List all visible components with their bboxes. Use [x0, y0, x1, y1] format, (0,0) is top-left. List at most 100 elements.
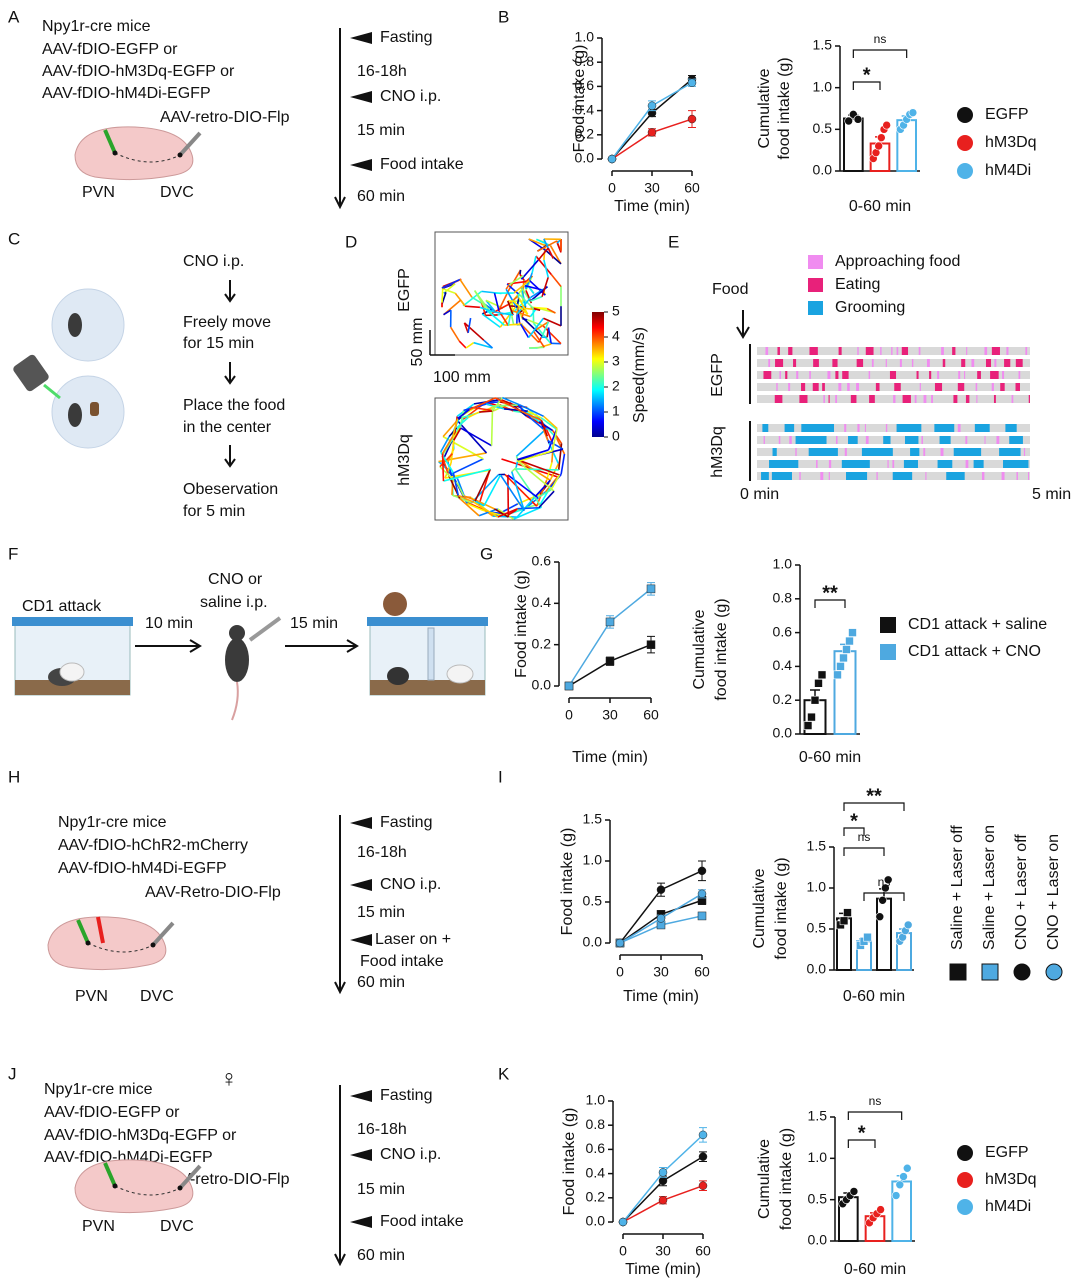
trajectory — [541, 321, 550, 337]
legend-marker — [957, 135, 973, 151]
trajectory — [458, 340, 467, 349]
ethogram-event — [768, 359, 771, 367]
trajectory — [551, 428, 558, 452]
y-tick-label: 1.0 — [583, 852, 603, 868]
significance-label: ns — [878, 875, 891, 889]
ethogram-event — [801, 383, 806, 391]
trajectory — [550, 474, 561, 491]
ethogram-event — [896, 347, 899, 355]
trajectory — [469, 397, 496, 411]
ethogram-event — [965, 460, 969, 468]
label: 15 min — [357, 1181, 405, 1198]
ethogram-event — [958, 371, 961, 379]
trajectory — [484, 400, 500, 405]
data-point — [697, 866, 707, 876]
label: PVN — [82, 1218, 115, 1235]
label: 15 min — [357, 122, 405, 139]
trajectory — [479, 410, 493, 413]
trajectory — [537, 247, 549, 261]
data-point — [843, 908, 852, 917]
ethogram-event — [869, 395, 875, 403]
ethogram-event — [778, 436, 781, 444]
ethogram-event — [838, 383, 842, 391]
label: 0 — [612, 428, 620, 444]
series-line — [611, 78, 693, 160]
label: Food — [712, 281, 748, 298]
trajectory — [515, 297, 520, 308]
trajectory — [451, 494, 472, 504]
x-axis-label: 0-60 min — [799, 749, 861, 766]
significance-label: * — [863, 64, 871, 86]
trajectory — [508, 275, 524, 286]
ethogram-event — [975, 383, 978, 391]
ethogram-event — [1000, 383, 1005, 391]
ethogram-event — [966, 347, 968, 355]
trajectory — [464, 305, 480, 309]
trajectory — [514, 468, 543, 508]
trajectory — [497, 507, 518, 518]
data-point — [698, 1130, 708, 1140]
data-point — [697, 911, 707, 921]
ethogram-event — [901, 347, 909, 355]
ethogram-event — [923, 448, 926, 456]
x-axis-label: Time (min) — [625, 1261, 701, 1278]
label: 5 min — [1032, 486, 1071, 503]
data-point — [836, 662, 845, 671]
label: EGFP — [396, 268, 413, 312]
y-tick-label: 1.0 — [807, 879, 827, 895]
label: 60 min — [357, 1247, 405, 1264]
ethogram-event — [923, 395, 927, 403]
legend-marker — [957, 1172, 973, 1188]
data-point — [891, 1191, 901, 1200]
ethogram-event — [1005, 424, 1017, 432]
trajectory — [483, 474, 502, 507]
trajectory — [495, 397, 522, 413]
y-tick-label: 0.0 — [773, 725, 793, 741]
data-point — [803, 721, 813, 730]
y-tick-label: 0.6 — [586, 1140, 606, 1156]
ethogram-event — [911, 359, 914, 367]
ethogram-event — [999, 448, 1021, 456]
ethogram-event — [965, 436, 968, 444]
ethogram-event — [1003, 460, 1029, 468]
trajectory — [543, 259, 549, 278]
ethogram-event — [902, 395, 911, 403]
trajectory — [493, 311, 514, 316]
trajectory — [493, 292, 500, 312]
label: Place the food — [183, 397, 285, 414]
legend-label: hM3Dq — [985, 1171, 1037, 1188]
y-tick-label: 0.2 — [773, 691, 793, 707]
ethogram-event — [822, 383, 825, 391]
label: 50 mm — [409, 318, 426, 367]
x-tick-label: 60 — [694, 964, 710, 980]
legend-label: CNO + Laser off — [1013, 834, 1030, 950]
ethogram-event — [772, 448, 777, 456]
ethogram-event — [771, 472, 792, 480]
data-point — [877, 133, 886, 142]
trajectory — [521, 410, 542, 421]
significance-bracket — [843, 847, 885, 856]
ethogram-event — [1025, 347, 1028, 355]
trajectory — [463, 322, 469, 334]
y-tick-label: 0.0 — [532, 677, 552, 693]
ethogram-event — [844, 448, 847, 456]
ethogram-event — [981, 472, 985, 480]
ethogram-event — [779, 371, 781, 379]
trajectory — [452, 472, 460, 496]
trajectory — [516, 458, 560, 476]
x-tick-label: 30 — [644, 180, 660, 196]
label: CNO or — [208, 571, 263, 588]
trajectory — [546, 307, 556, 314]
ethogram-event — [761, 472, 769, 480]
legend-marker — [957, 163, 973, 179]
trajectory — [532, 330, 545, 348]
trajectory — [465, 342, 475, 349]
bar — [891, 1180, 912, 1242]
syringe — [178, 131, 202, 157]
data-point — [903, 920, 913, 930]
label: CNO i.p. — [380, 1146, 441, 1163]
trajectory — [441, 437, 454, 457]
ethogram-event — [864, 424, 866, 432]
y-tick-label: 0.4 — [575, 101, 595, 117]
ethogram-event — [957, 383, 965, 391]
